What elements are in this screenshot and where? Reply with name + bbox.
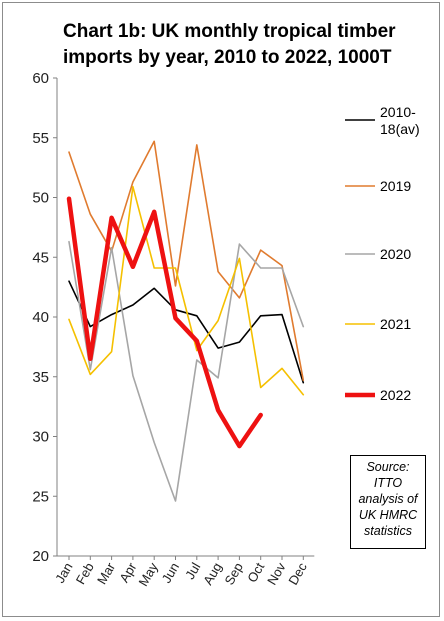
y-tick-label: 55	[32, 130, 49, 147]
y-tick-label: 25	[32, 488, 49, 505]
series-line	[68, 280, 305, 384]
source-line: ITTO	[373, 476, 403, 490]
source-note: Source: ITTO analysis of UK HMRC statist…	[350, 455, 426, 549]
series-line	[68, 240, 305, 502]
source-line: UK HMRC	[358, 508, 418, 522]
legend: 2010-18(av) 2019 2020 2021 2022	[345, 104, 420, 403]
y-tick-label: 45	[32, 249, 49, 266]
y-tick-label: 35	[32, 369, 49, 386]
chart-title-line-2: imports by year, 2010 to 2022, 1000T	[63, 47, 392, 68]
x-tick-label: Aug	[200, 560, 225, 588]
x-tick-label: Nov	[264, 560, 289, 588]
x-tick-label: Sep	[221, 560, 246, 588]
legend-label: 18(av)	[380, 121, 420, 137]
series-line	[68, 185, 305, 396]
y-tick-label: 50	[32, 190, 49, 207]
series-lines	[66, 140, 305, 502]
legend-label: 2022	[380, 387, 411, 403]
x-tick-label: Oct	[244, 560, 267, 585]
source-line: analysis of	[358, 492, 418, 506]
chart: Chart 1b: UK monthly tropical timber imp…	[32, 21, 420, 589]
y-tick-label: 30	[32, 429, 49, 446]
series-line	[66, 196, 263, 449]
source-line: statistics	[364, 524, 412, 538]
legend-label: 2010-	[380, 104, 416, 120]
legend-label: 2019	[380, 178, 411, 194]
legend-label: 2021	[380, 316, 411, 332]
y-tick-label: 40	[32, 309, 49, 326]
chart-title-line-1: Chart 1b: UK monthly tropical timber	[63, 21, 396, 42]
source-line: Source:	[366, 460, 410, 474]
x-tick-label: Mar	[94, 559, 119, 586]
x-tick-label: Dec	[285, 560, 310, 588]
y-tick-label: 20	[32, 548, 49, 565]
y-tick-label: 60	[32, 70, 49, 87]
x-tick-label: Feb	[73, 560, 97, 587]
x-tick-label: Jun	[159, 560, 182, 586]
x-tick-label: May	[136, 560, 162, 589]
legend-label: 2020	[380, 246, 411, 262]
x-tick-label: Jul	[182, 560, 203, 582]
chart-frame: Chart 1b: UK monthly tropical timber imp…	[2, 2, 440, 617]
x-tick-label: Jan	[52, 560, 75, 586]
